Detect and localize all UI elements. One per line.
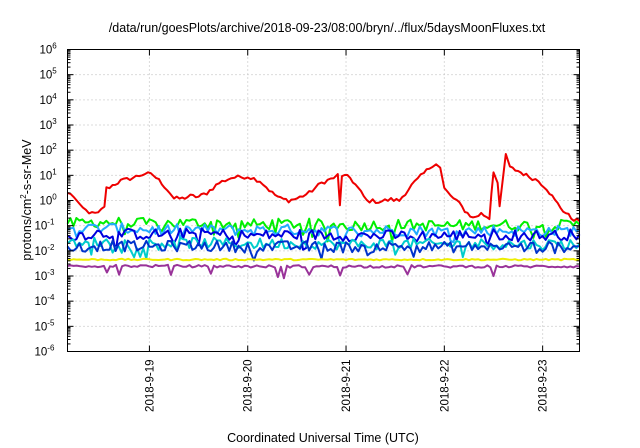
y-tick-label-exponent: -3	[47, 268, 55, 277]
series-line-1	[67, 153, 581, 222]
series-line-3	[67, 222, 580, 247]
y-tick-label: 10-4	[35, 293, 55, 308]
grid	[67, 49, 580, 352]
y-tick-label-base: 10	[40, 70, 53, 82]
y-tick-label-base: 10	[40, 45, 53, 57]
y-tick-label: 10-2	[35, 243, 55, 258]
chart-title: /data/run/goesPlots/archive/2018-09-23/0…	[109, 21, 546, 35]
y-tick-label-exponent: 3	[52, 117, 57, 126]
y-tick-label-base: 10	[35, 347, 48, 359]
series-line-4	[66, 227, 581, 252]
y-tick-label: 10-1	[35, 218, 55, 233]
y-tick-label-exponent: 0	[52, 193, 57, 202]
y-tick-label-exponent: -1	[47, 218, 55, 227]
y-tick-label-exponent: -4	[47, 293, 55, 302]
x-tick-label: 2018-9-22	[439, 360, 451, 412]
y-tick-label-exponent: 4	[52, 92, 57, 101]
y-tick-label-base: 10	[35, 296, 48, 308]
y-tick-label-exponent: -5	[47, 318, 55, 327]
y-tick-label: 104	[40, 92, 58, 107]
y-tick-label-base: 10	[40, 145, 53, 157]
x-tick-label: 2018-9-19	[144, 360, 156, 412]
y-tick-label-exponent: -6	[47, 344, 55, 353]
y-tick-label-base: 10	[35, 321, 48, 333]
y-tick-label: 102	[40, 142, 58, 157]
axis-ticks: 10610510410310210110010-110-210-310-410-…	[35, 42, 580, 412]
y-tick-label: 106	[40, 42, 58, 57]
series-layer	[66, 153, 581, 280]
series-line-8	[67, 263, 580, 280]
y-tick-label-base: 10	[40, 196, 53, 208]
x-tick-label: 2018-9-20	[243, 360, 255, 412]
y-tick-label-exponent: 2	[52, 142, 57, 151]
series-line-6	[66, 239, 580, 262]
y-tick-label: 10-5	[35, 318, 55, 333]
y-tick-label-base: 10	[35, 246, 48, 258]
y-tick-label-exponent: -2	[47, 243, 55, 252]
y-tick-label-base: 10	[35, 221, 48, 233]
y-tick-label-base: 10	[40, 170, 53, 182]
y-tick-label-base: 10	[40, 120, 53, 132]
y-tick-label: 105	[40, 67, 58, 82]
y-tick-label-exponent: 5	[52, 67, 57, 76]
y-tick-label-base: 10	[40, 95, 53, 107]
y-axis-label: protons/cm2-s-sr-MeV	[19, 139, 34, 261]
y-axis-label-sup: 2	[19, 194, 28, 199]
y-tick-label-base: 10	[35, 271, 48, 283]
y-axis-label-base: protons/cm	[20, 199, 34, 261]
x-tick-label: 2018-9-23	[538, 360, 550, 412]
y-tick-label-exponent: 6	[52, 42, 57, 51]
y-tick-label: 10-6	[35, 344, 55, 359]
series-line-7	[67, 257, 580, 262]
y-tick-label: 10-3	[35, 268, 55, 283]
y-tick-label-exponent: 1	[52, 167, 57, 176]
x-tick-label: 2018-9-21	[341, 360, 353, 412]
series-line-5	[66, 236, 581, 260]
x-axis-label: Coordinated Universal Time (UTC)	[227, 431, 419, 445]
y-axis-label-rest: -s-sr-MeV	[20, 139, 34, 195]
y-tick-label: 100	[40, 193, 58, 208]
y-tick-label: 101	[40, 167, 58, 182]
y-tick-label: 103	[40, 117, 58, 132]
